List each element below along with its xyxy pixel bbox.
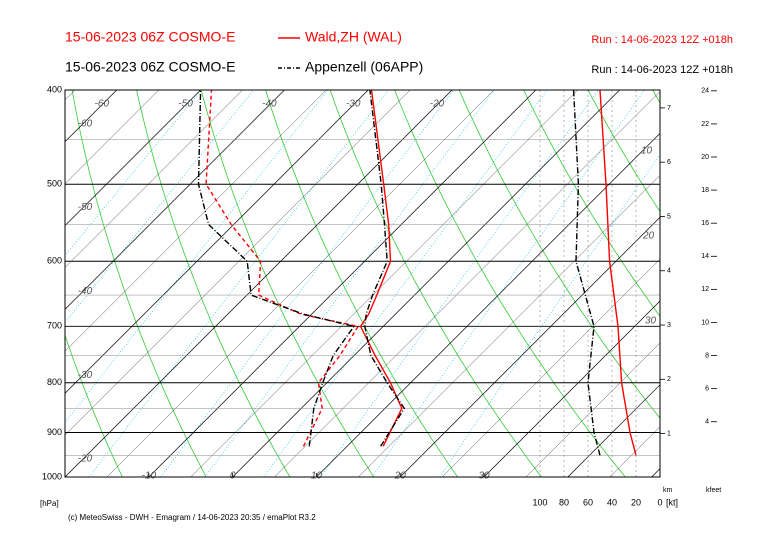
kfeet-tick-label: 12 [701,286,709,293]
y-tick-label: 400 [47,84,62,94]
isotherm-label: -20 [78,454,93,465]
legend-model: 15-06-2023 06Z COSMO-E [65,59,235,75]
isotherm [190,90,578,477]
wind-tick-label: 80 [559,497,569,507]
kfeet-label: kfeet [706,487,721,494]
plot-frame [64,89,661,478]
kfeet-tick-label: 20 [701,154,709,161]
temperature-line [364,89,406,447]
km-tick-label: 2 [667,376,671,383]
km-tick-label: 4 [667,268,671,275]
kfeet-tick-label: 8 [705,352,709,359]
isotherm-label: -50 [178,99,193,110]
isotherm-label: -60 [95,99,110,110]
isotherm [65,90,327,352]
x-tick-label: 0 [230,471,236,482]
isotherm [483,300,660,477]
isotherm [65,90,453,477]
temperature-line [359,89,403,447]
isotherm [358,175,660,477]
wind-tick-label: 100 [532,497,547,507]
isotherm [65,90,159,184]
isotherm [65,90,201,227]
legend-model: 15-06-2023 06Z COSMO-E [65,29,235,45]
isotherm [316,132,660,477]
kfeet-tick-label: 10 [701,319,709,326]
isotherm-label: -50 [78,202,93,213]
isotherm-label: -30 [78,370,93,381]
km-tick-label: 6 [667,159,671,166]
isotherm-label: -40 [262,99,277,110]
annotation: 30 [645,316,657,327]
isotherm [525,342,660,477]
y-tick-label: 1000 [42,471,62,481]
x-tick-label: 30 [478,471,490,482]
kfeet-tick-label: 22 [701,121,709,128]
isotherm [274,91,660,477]
kfeet-tick-label: 14 [701,253,709,260]
km-tick-label: 7 [667,105,671,112]
km-tick-label: 3 [667,322,671,329]
isotherm [65,90,369,394]
wind-speed-line [572,89,601,456]
isotherm [106,90,495,477]
run-label: Run : 14-06-2023 12Z +018h [591,64,733,76]
wind-unit: [kt] [666,497,678,507]
isotherm [232,90,620,477]
legend-label: Wald,ZH (WAL) [305,29,402,45]
kfeet-tick-label: 18 [701,187,709,194]
km-label: km [663,487,673,494]
x-tick-label: 20 [394,471,407,482]
legend-label: Appenzell (06APP) [305,59,423,75]
isotherm-label: -30 [346,99,361,110]
dewpoint-line [197,89,356,447]
wind-tick-label: 60 [583,497,593,507]
wind-tick-label: 40 [607,497,617,507]
y-tick-label: 600 [47,256,62,266]
kfeet-tick-label: 24 [701,88,709,95]
isotherm [567,384,660,477]
km-tick-label: 1 [667,430,671,437]
isotherm [65,90,411,436]
kfeet-tick-label: 6 [705,385,709,392]
x-tick-label: -10 [142,471,157,482]
isotherm-label: -20 [430,99,445,110]
isotherm-label: -40 [78,286,93,297]
wind-tick-label: 0 [657,497,662,507]
y-tick-label: 800 [47,377,62,387]
wind-speed-line [599,89,637,456]
kfeet-tick-label: 16 [701,220,709,227]
y-tick-label: 900 [47,427,62,437]
x-tick-label: 10 [311,471,323,482]
km-tick-label: 5 [667,213,671,220]
kfeet-tick-label: 4 [705,419,709,426]
isotherm [399,216,660,477]
wind-tick-label: 20 [631,497,641,507]
isotherm-label: -60 [78,118,93,129]
footer: (c) MeteoSwiss - DWH - Emagram / 14-06-2… [68,513,316,522]
annotation: 10 [641,146,653,157]
isotherm [65,90,285,310]
y-tick-label: 500 [47,179,62,189]
isotherm [148,90,537,477]
y-axis-label: [hPa] [40,499,59,508]
annotation: 20 [642,231,655,242]
run-label: Run : 14-06-2023 12Z +018h [591,34,733,46]
isotherm [441,258,660,477]
y-tick-label: 700 [47,321,62,331]
isotherm [65,90,243,268]
